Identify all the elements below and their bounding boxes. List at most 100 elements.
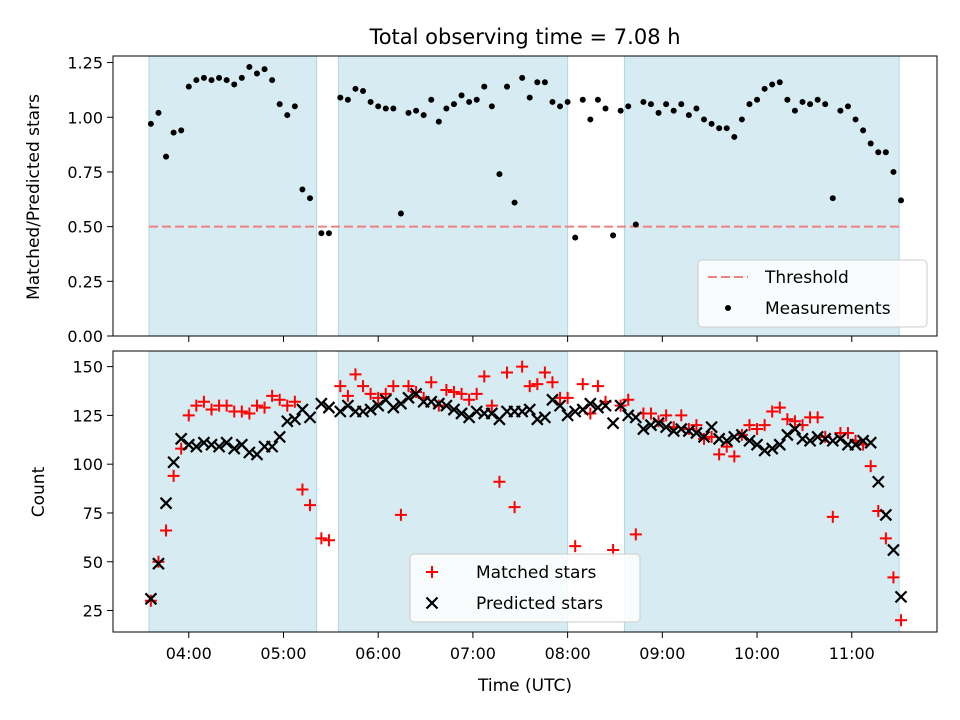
measurement-point [511, 199, 518, 206]
predicted-star-point [561, 409, 574, 422]
predicted-star-point [220, 436, 233, 449]
predicted-star-point [803, 434, 817, 448]
x-axis-label: Time (UTC) [477, 676, 572, 696]
matched-star-point [773, 401, 786, 414]
matched-star-point [235, 405, 248, 418]
predicted-star-point [265, 440, 279, 453]
predicted-star-point [568, 405, 582, 418]
predicted-star-point [280, 414, 294, 428]
matched-star-point [788, 415, 801, 428]
predicted-star-point [144, 592, 158, 606]
measurement-point [318, 230, 325, 237]
bottom-shaded-interval [624, 351, 900, 632]
matched-star-point [182, 409, 195, 422]
measurement-point [534, 79, 541, 86]
matched-star-point [315, 532, 328, 545]
matched-star-point [751, 423, 764, 436]
predicted-star-point [758, 444, 771, 457]
measurement-point [898, 197, 905, 204]
predicted-star-point [174, 432, 188, 446]
measurement-point [875, 149, 882, 156]
top-y-axis-label: Matched/Predicted stars [24, 94, 44, 300]
matched-star-point [349, 368, 362, 381]
matched-star-point [501, 366, 514, 379]
measurement-point [208, 77, 215, 84]
predicted-star-point [781, 428, 794, 442]
predicted-star-point [212, 440, 226, 453]
matched-star-point [304, 499, 317, 512]
predicted-star-point [743, 434, 756, 448]
measurement-point [496, 171, 503, 178]
measurement-point [504, 83, 511, 90]
measurement-point [784, 96, 791, 103]
measurement-point [564, 98, 571, 105]
predicted-star-point [356, 405, 370, 418]
matched-star-point [546, 376, 559, 389]
measurement-point [185, 83, 192, 90]
measurement-point [390, 105, 397, 112]
predicted-star-point [546, 393, 559, 407]
bottom-y-tick-label: 150 [72, 358, 103, 377]
predicted-star-point [599, 399, 612, 412]
measurement-point [269, 77, 276, 84]
matched-star-point [895, 614, 908, 627]
measurement-point [238, 74, 245, 81]
predicted-star-point [796, 432, 809, 446]
matched-star-point [538, 366, 551, 379]
predicted-star-point [606, 416, 620, 430]
measurement-point [814, 96, 821, 103]
x-tick-label: 04:00 [166, 644, 212, 663]
measurement-point [261, 66, 268, 73]
matched-star-point [364, 387, 377, 400]
predicted-star-point [682, 424, 696, 438]
bottom-y-tick-label: 75 [83, 504, 103, 523]
predicted-star-point [152, 557, 165, 570]
matched-star-point [167, 469, 180, 482]
predicted-star-point [424, 395, 438, 409]
predicted-star-point [621, 409, 635, 422]
bottom-y-tick-label: 125 [72, 406, 103, 425]
predicted-star-point [334, 405, 347, 418]
measurement-point [526, 94, 533, 101]
measurement-point [738, 116, 745, 123]
top-y-tick-label: 0.25 [67, 272, 103, 291]
measurement-point [435, 118, 442, 125]
measurement-point [640, 98, 647, 105]
matched-star-point [713, 448, 726, 461]
matched-star-point [144, 594, 157, 607]
predicted-star-point [720, 434, 734, 448]
measurement-point [223, 77, 230, 84]
predicted-star-point [659, 420, 673, 434]
predicted-star-point [591, 401, 605, 414]
measurement-point [731, 133, 738, 140]
predicted-star-point [690, 426, 703, 440]
predicted-star-point [159, 496, 173, 510]
matched-star-point [372, 391, 385, 404]
predicted-star-point [470, 405, 483, 418]
bottom-panel: 25 50 75 100 125 150 04:00 05:00 06:00 07:00 08:00… [72, 350, 938, 663]
predicted-star-point [872, 475, 885, 489]
measurement-point [473, 96, 480, 103]
matched-star-point [675, 409, 688, 422]
measurement-point [844, 103, 851, 110]
predicted-star-point [864, 436, 877, 449]
predicted-star-point [205, 438, 218, 451]
matched-star-point [250, 399, 263, 412]
measurement-point [155, 109, 162, 116]
measurement-point [488, 103, 495, 110]
measurement-point [253, 70, 260, 77]
predicted-star-point [576, 403, 590, 416]
measurement-point [481, 83, 488, 90]
matched-star-point [569, 540, 582, 553]
legend-predicted-label: Predicted stars [476, 594, 603, 614]
predicted-star-point [750, 438, 764, 451]
measurement-point [602, 105, 609, 112]
measurement-point [769, 81, 776, 88]
measurement-point [450, 101, 457, 108]
bottom-shaded-interval [148, 351, 317, 632]
measurement-point [807, 101, 814, 108]
measurement-point [776, 79, 783, 86]
matched-star-point [508, 501, 521, 514]
measurement-point [852, 116, 859, 123]
